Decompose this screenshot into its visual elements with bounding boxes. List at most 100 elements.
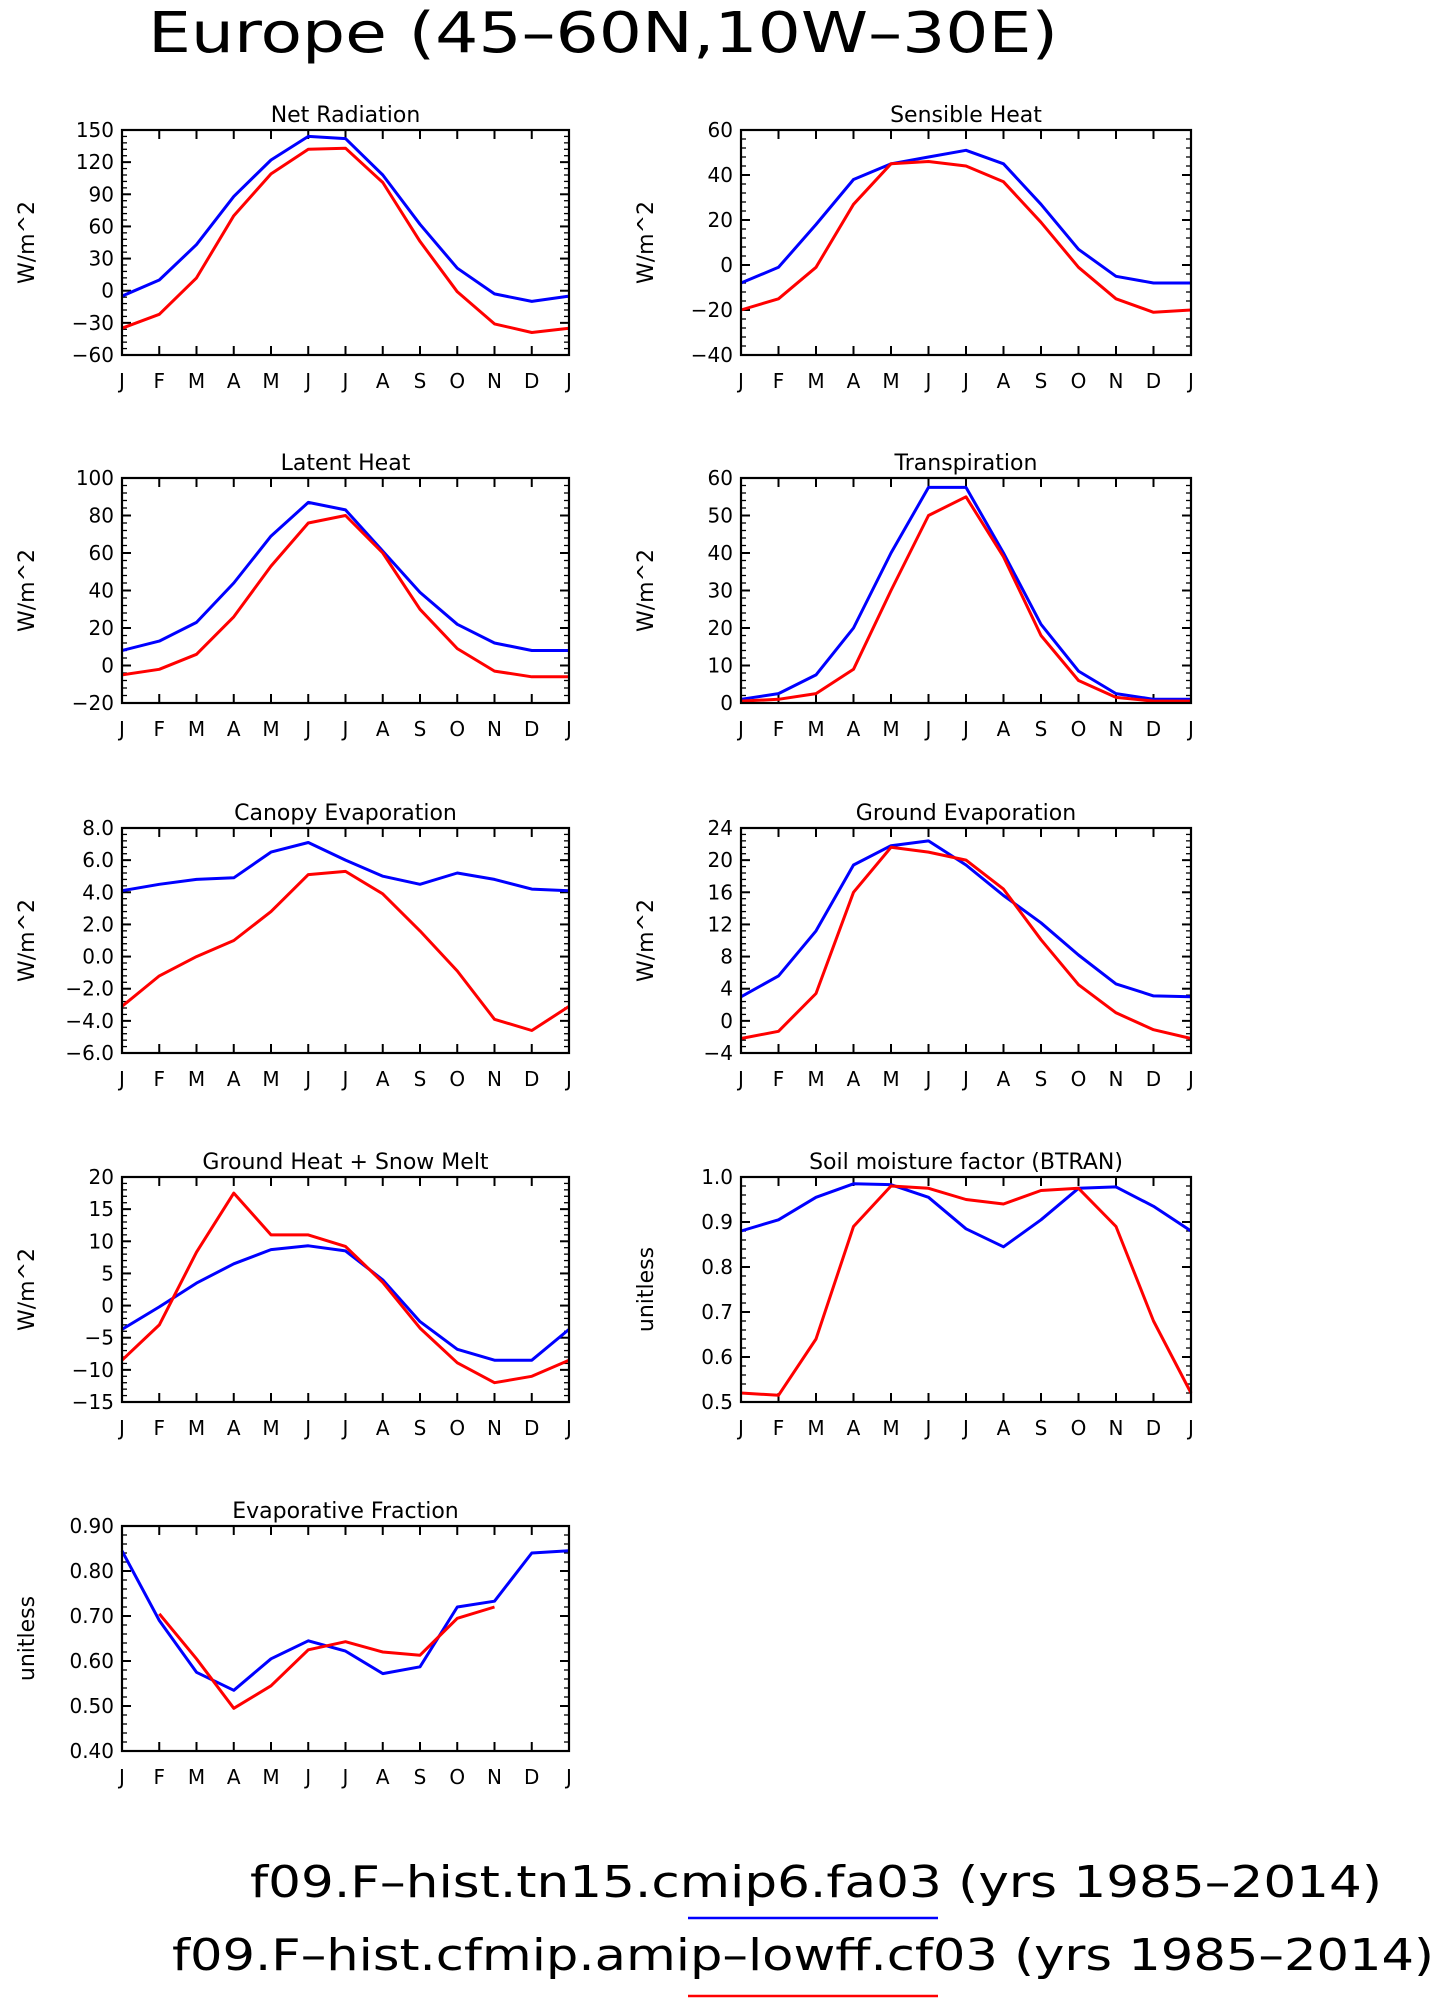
series-line-blue [121, 841, 570, 893]
y-axis-label: W/m^2 [634, 201, 659, 284]
y-tick-label: −20 [72, 691, 114, 715]
x-tick-label: O [1071, 1067, 1087, 1091]
y-tick-label: 30 [708, 579, 733, 603]
y-axis-label: unitless [634, 1247, 659, 1332]
y-tick-label: 40 [708, 163, 733, 187]
series-line-blue [121, 1244, 570, 1362]
y-tick-label: −10 [72, 1358, 114, 1382]
x-tick-label: A [376, 1765, 390, 1789]
panel-title: Latent Heat [281, 451, 411, 476]
x-tick-label: J [924, 369, 932, 393]
x-tick-label: A [227, 1416, 241, 1440]
x-tick-label: A [847, 1416, 861, 1440]
x-tick-label: J [736, 1067, 744, 1091]
y-tick-label: 100 [76, 466, 114, 490]
x-tick-label: J [341, 1416, 349, 1440]
panel-ground-heat-snow-melt: Ground Heat + Snow Melt W/m^2 −15 −10 −5 0 5 10… [15, 1150, 572, 1440]
x-tick-label: J [924, 1416, 932, 1440]
plot-frame [120, 128, 571, 357]
x-tick-label: M [188, 1067, 205, 1091]
series-line-red [158, 1605, 495, 1710]
x-tick-label: A [997, 1416, 1011, 1440]
x-tick-label: A [227, 717, 241, 741]
y-axis-label: W/m^2 [15, 549, 40, 632]
x-tick-label: F [773, 717, 785, 741]
x-tick-label: S [414, 369, 427, 393]
x-tick-label: S [414, 1416, 427, 1440]
y-tick-label: 60 [89, 214, 114, 238]
y-tick-label: 4 [720, 977, 733, 1001]
y-tick-label: 0.80 [69, 1559, 114, 1583]
plot-frame [739, 1175, 1193, 1404]
x-tick-label: D [1146, 1067, 1161, 1091]
x-tick-label: J [117, 1067, 125, 1091]
x-tick-label: S [414, 717, 427, 741]
x-tick-label: O [449, 1416, 465, 1440]
x-tick-label: M [188, 369, 205, 393]
x-tick-label: O [1071, 369, 1087, 393]
panel-title: Transpiration [894, 451, 1038, 476]
x-tick-label: J [303, 1765, 311, 1789]
panel-title: Net Radiation [271, 103, 421, 128]
y-tick-label: 60 [89, 541, 114, 565]
y-tick-label: 150 [76, 118, 114, 142]
y-axis-label: W/m^2 [634, 899, 659, 982]
panel-evaporative-fraction: Evaporative Fraction unitless 0.40 0.50 0.60… [15, 1499, 572, 1789]
y-tick-label: 0 [101, 279, 114, 303]
y-tick-label: −60 [72, 343, 114, 367]
series-line-blue [120, 1549, 570, 1692]
y-tick-label: 20 [708, 616, 733, 640]
y-tick-label: 50 [708, 504, 733, 528]
series-line-blue [740, 485, 1191, 701]
y-tick-label: 20 [708, 848, 733, 872]
x-tick-label: D [1146, 717, 1161, 741]
x-tick-label: J [1186, 717, 1194, 741]
x-tick-label: N [1109, 1416, 1124, 1440]
y-tick-label: 30 [89, 247, 114, 271]
x-tick-label: M [882, 369, 899, 393]
y-tick-label: −40 [691, 343, 733, 367]
x-tick-label: J [1186, 1416, 1194, 1440]
x-tick-label: M [262, 1765, 279, 1789]
legend: f09.F–hist.tn15.cmip6.fa03 (yrs 1985–201… [172, 1857, 1434, 1998]
plot-frame [739, 826, 1193, 1055]
series-line-red [121, 514, 569, 679]
y-tick-label: 0.50 [69, 1694, 114, 1718]
series-line-red [740, 495, 1191, 703]
y-tick-label: 20 [89, 616, 114, 640]
x-tick-label: J [341, 1067, 349, 1091]
y-tick-label: 120 [76, 150, 114, 174]
y-tick-label: 0.5 [701, 1390, 733, 1414]
x-tick-label: J [564, 1765, 572, 1789]
x-tick-label: A [376, 369, 390, 393]
x-tick-label: N [487, 1416, 502, 1440]
series-line-red [740, 160, 1192, 314]
x-tick-label: J [736, 369, 744, 393]
y-axis-label: W/m^2 [634, 549, 659, 632]
y-tick-label: 2.0 [82, 912, 114, 936]
x-tick-label: J [303, 1067, 311, 1091]
y-tick-label: 0.0 [82, 945, 114, 969]
y-tick-label: 90 [89, 182, 114, 206]
x-tick-label: M [262, 369, 279, 393]
x-tick-label: M [807, 1416, 824, 1440]
x-tick-label: M [262, 717, 279, 741]
y-tick-label: 0 [720, 691, 733, 715]
y-tick-label: 0.40 [69, 1739, 114, 1763]
x-tick-label: F [153, 1067, 165, 1091]
y-tick-label: 16 [708, 880, 733, 904]
x-tick-label: D [524, 369, 539, 393]
panel-title: Soil moisture factor (BTRAN) [809, 1150, 1123, 1175]
x-tick-label: S [1035, 1416, 1048, 1440]
series-line-blue [121, 134, 570, 303]
plot-frame [739, 128, 1193, 357]
legend-entry-red-text: f09.F–hist.cfmip.amip–lowff.cf03 (yrs 19… [172, 1930, 1434, 1981]
y-tick-label: −5 [85, 1326, 114, 1350]
x-tick-label: D [1146, 1416, 1161, 1440]
panel-canopy-evaporation: Canopy Evaporation W/m^2 −6.0 −4.0 −2.0 0.0 2.… [15, 801, 572, 1091]
x-tick-label: A [227, 1765, 241, 1789]
